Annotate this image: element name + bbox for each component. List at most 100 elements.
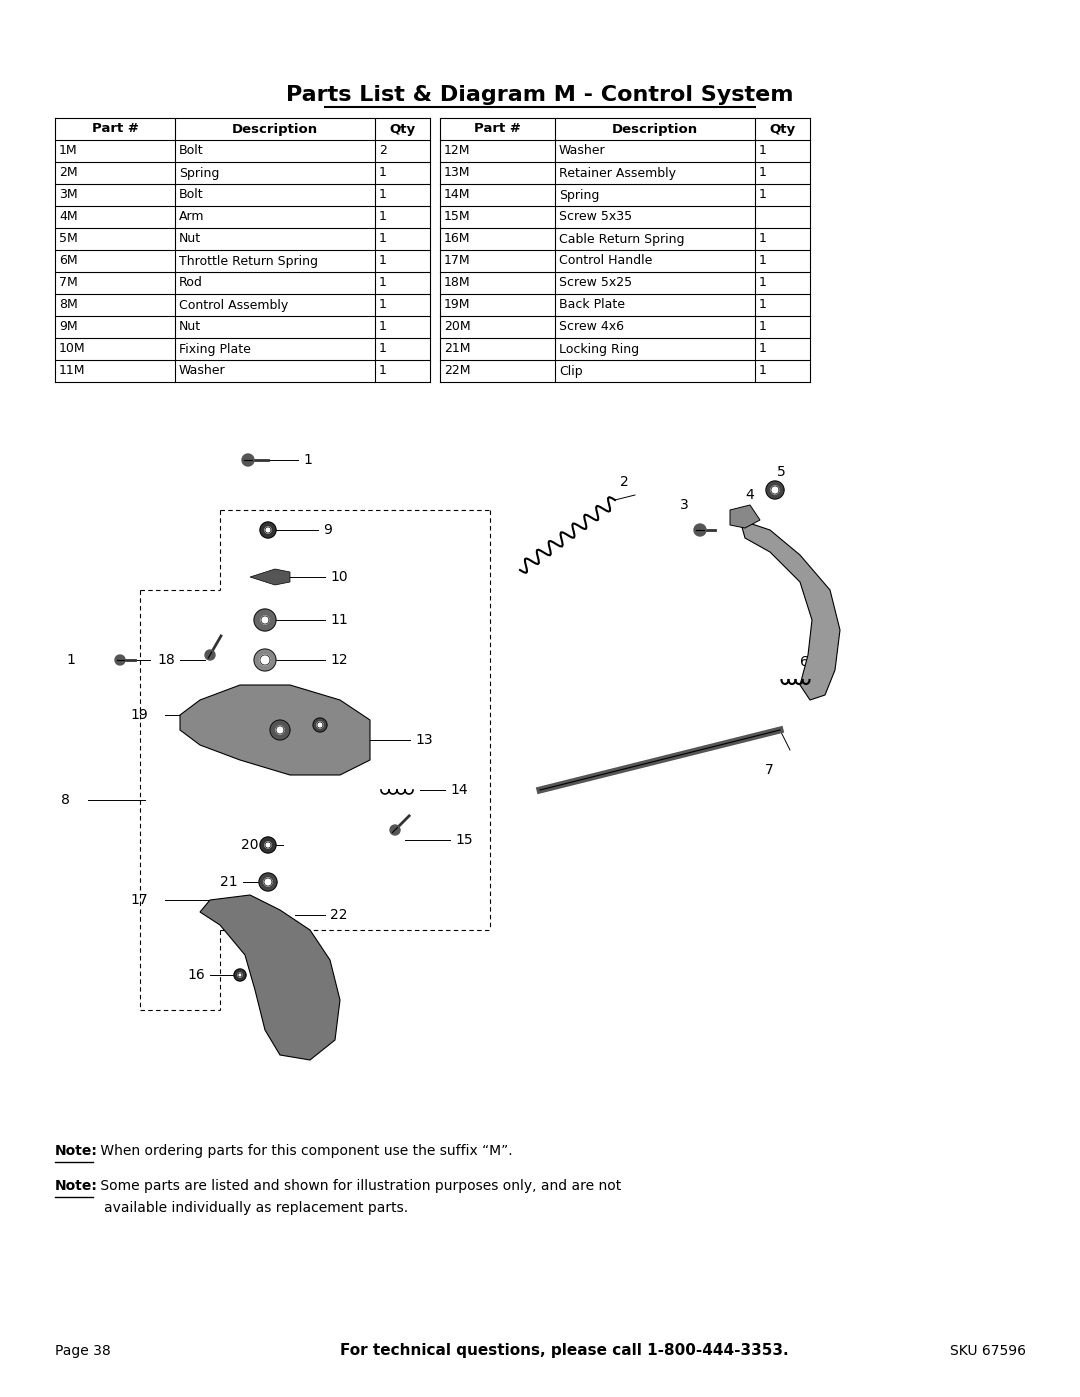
Text: 4M: 4M <box>59 211 78 224</box>
Text: Retainer Assembly: Retainer Assembly <box>559 166 676 179</box>
Polygon shape <box>238 972 242 977</box>
Text: 8M: 8M <box>59 299 78 312</box>
Text: Spring: Spring <box>179 166 219 179</box>
Text: 5M: 5M <box>59 232 78 246</box>
Text: 1: 1 <box>379 342 387 355</box>
Text: 11M: 11M <box>59 365 85 377</box>
Circle shape <box>390 826 400 835</box>
Text: Note:: Note: <box>55 1179 98 1193</box>
Text: Fixing Plate: Fixing Plate <box>179 342 251 355</box>
Text: 10: 10 <box>330 570 348 584</box>
Text: Locking Ring: Locking Ring <box>559 342 639 355</box>
Text: 2: 2 <box>620 475 629 489</box>
Text: 13: 13 <box>415 733 433 747</box>
Text: 1: 1 <box>759 277 767 289</box>
Text: Cable Return Spring: Cable Return Spring <box>559 232 685 246</box>
Text: 8: 8 <box>62 793 70 807</box>
Text: 9M: 9M <box>59 320 78 334</box>
Polygon shape <box>270 719 291 740</box>
Polygon shape <box>260 837 276 854</box>
Text: 15: 15 <box>455 833 473 847</box>
Circle shape <box>114 655 125 665</box>
Text: 1: 1 <box>759 144 767 158</box>
Text: 1: 1 <box>379 254 387 267</box>
Text: Bolt: Bolt <box>179 144 204 158</box>
Text: 11: 11 <box>330 613 348 627</box>
Text: 15M: 15M <box>444 211 471 224</box>
Text: 12: 12 <box>330 652 348 666</box>
Text: Some parts are listed and shown for illustration purposes only, and are not: Some parts are listed and shown for illu… <box>96 1179 621 1193</box>
Text: 1: 1 <box>379 320 387 334</box>
Text: Qty: Qty <box>390 123 416 136</box>
Text: Description: Description <box>612 123 698 136</box>
Polygon shape <box>260 655 270 665</box>
Text: 1: 1 <box>379 277 387 289</box>
Polygon shape <box>261 616 269 624</box>
Text: 19: 19 <box>131 708 148 722</box>
Text: 10M: 10M <box>59 342 85 355</box>
Text: 1: 1 <box>379 166 387 179</box>
Text: Control Assembly: Control Assembly <box>179 299 288 312</box>
Text: 1: 1 <box>379 365 387 377</box>
Text: Description: Description <box>232 123 319 136</box>
Polygon shape <box>318 722 323 728</box>
Text: 17: 17 <box>131 893 148 907</box>
Text: Throttle Return Spring: Throttle Return Spring <box>179 254 318 267</box>
Polygon shape <box>265 842 271 848</box>
Text: 16: 16 <box>187 968 205 982</box>
Text: Back Plate: Back Plate <box>559 299 625 312</box>
Text: 7M: 7M <box>59 277 78 289</box>
Text: 19M: 19M <box>444 299 471 312</box>
Text: Note:: Note: <box>55 1144 98 1158</box>
Polygon shape <box>180 685 370 775</box>
Polygon shape <box>265 527 271 534</box>
Text: 20M: 20M <box>444 320 471 334</box>
Text: 1: 1 <box>379 232 387 246</box>
Polygon shape <box>260 522 276 538</box>
Text: 22M: 22M <box>444 365 471 377</box>
Text: Screw 4x6: Screw 4x6 <box>559 320 624 334</box>
Polygon shape <box>254 609 276 631</box>
Text: Screw 5x35: Screw 5x35 <box>559 211 632 224</box>
Text: Clip: Clip <box>559 365 582 377</box>
Text: 16M: 16M <box>444 232 471 246</box>
Text: 1: 1 <box>379 211 387 224</box>
Text: Nut: Nut <box>179 320 201 334</box>
Circle shape <box>694 524 706 536</box>
Polygon shape <box>771 486 779 495</box>
Text: 3M: 3M <box>59 189 78 201</box>
Text: 1: 1 <box>303 453 312 467</box>
Text: 1: 1 <box>759 299 767 312</box>
Text: 1: 1 <box>759 166 767 179</box>
Text: Spring: Spring <box>559 189 599 201</box>
Circle shape <box>242 454 254 467</box>
Text: Screw 5x25: Screw 5x25 <box>559 277 632 289</box>
Text: Washer: Washer <box>559 144 606 158</box>
Text: 9: 9 <box>323 522 332 536</box>
Text: 1: 1 <box>759 189 767 201</box>
Polygon shape <box>249 569 291 585</box>
Text: 1: 1 <box>759 342 767 355</box>
Text: For technical questions, please call 1-800-444-3353.: For technical questions, please call 1-8… <box>340 1343 788 1358</box>
Text: Washer: Washer <box>179 365 226 377</box>
Polygon shape <box>200 895 340 1060</box>
Text: 1: 1 <box>759 320 767 334</box>
Text: When ordering parts for this component use the suffix “M”.: When ordering parts for this component u… <box>96 1144 513 1158</box>
Text: 7: 7 <box>765 763 773 777</box>
Text: 3: 3 <box>680 497 689 511</box>
Text: 21: 21 <box>220 875 238 888</box>
Polygon shape <box>740 520 840 700</box>
Polygon shape <box>254 650 276 671</box>
Text: available individually as replacement parts.: available individually as replacement pa… <box>104 1201 408 1215</box>
Polygon shape <box>730 504 760 528</box>
Text: Parts List & Diagram M - Control System: Parts List & Diagram M - Control System <box>286 85 794 105</box>
Text: 2M: 2M <box>59 166 78 179</box>
Text: 1: 1 <box>379 189 387 201</box>
Text: 18: 18 <box>158 652 175 666</box>
Text: Part #: Part # <box>474 123 521 136</box>
Text: 4: 4 <box>745 488 754 502</box>
Text: 1: 1 <box>759 254 767 267</box>
Text: Nut: Nut <box>179 232 201 246</box>
Text: 1: 1 <box>66 652 75 666</box>
Text: 2: 2 <box>379 144 387 158</box>
